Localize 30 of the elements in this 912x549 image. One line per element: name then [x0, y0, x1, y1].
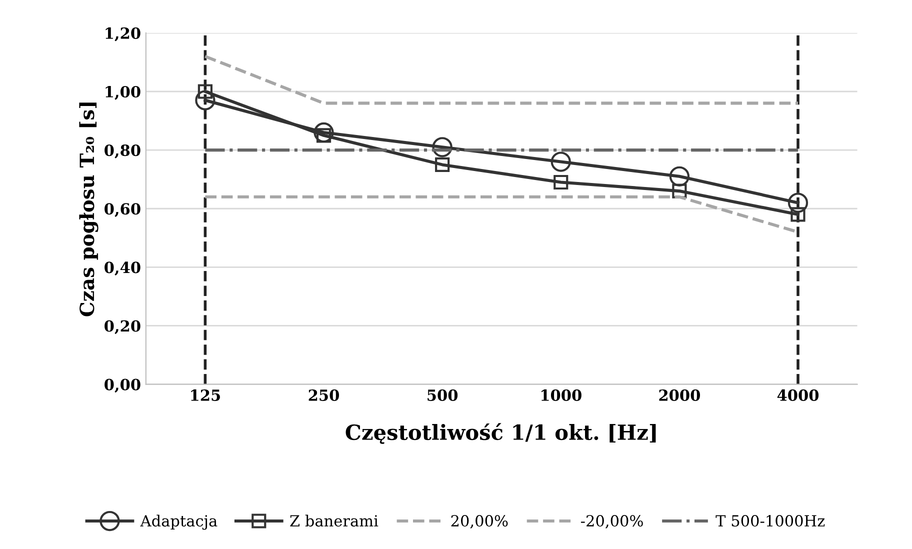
- y-tick-label: 0,80: [104, 144, 140, 158]
- point: [788, 192, 808, 213]
- legend-label: Z banerami: [290, 514, 378, 527]
- legend-label: 20,00%: [451, 515, 508, 528]
- y-tick-label: 0,20: [104, 320, 140, 334]
- x-tick-label: 1000: [541, 389, 582, 401]
- point: [195, 90, 216, 110]
- point: [550, 152, 571, 172]
- point: [554, 174, 568, 190]
- legend-label: Adaptacja: [140, 514, 218, 530]
- x-axis-title: Częstotliwość 1/1 okt. [Hz]: [346, 423, 656, 444]
- point: [198, 84, 212, 99]
- point: [790, 207, 806, 222]
- x-tick-label: 250: [308, 389, 339, 401]
- y-axis-title: Czas pogłosu T₂₀ [s]: [79, 102, 98, 316]
- point: [435, 157, 450, 172]
- x-tick-label: 2000: [659, 389, 700, 401]
- y-tick-label: 0,60: [104, 203, 140, 217]
- legend-label: T 500-1000Hz: [716, 515, 825, 527]
- x-tick-label: 4000: [777, 389, 819, 401]
- y-tick-label: 1,20: [106, 27, 140, 42]
- point: [669, 166, 690, 186]
- legend-label: -20,00%: [581, 515, 643, 528]
- x-tick-label: 125: [191, 389, 220, 401]
- x-tick-label: 500: [428, 389, 458, 401]
- y-tick-label: 0,40: [104, 262, 140, 276]
- point: [432, 137, 452, 158]
- y-tick-label: 0,00: [104, 378, 140, 393]
- point: [314, 122, 334, 143]
- y-tick-label: 1,00: [106, 86, 140, 100]
